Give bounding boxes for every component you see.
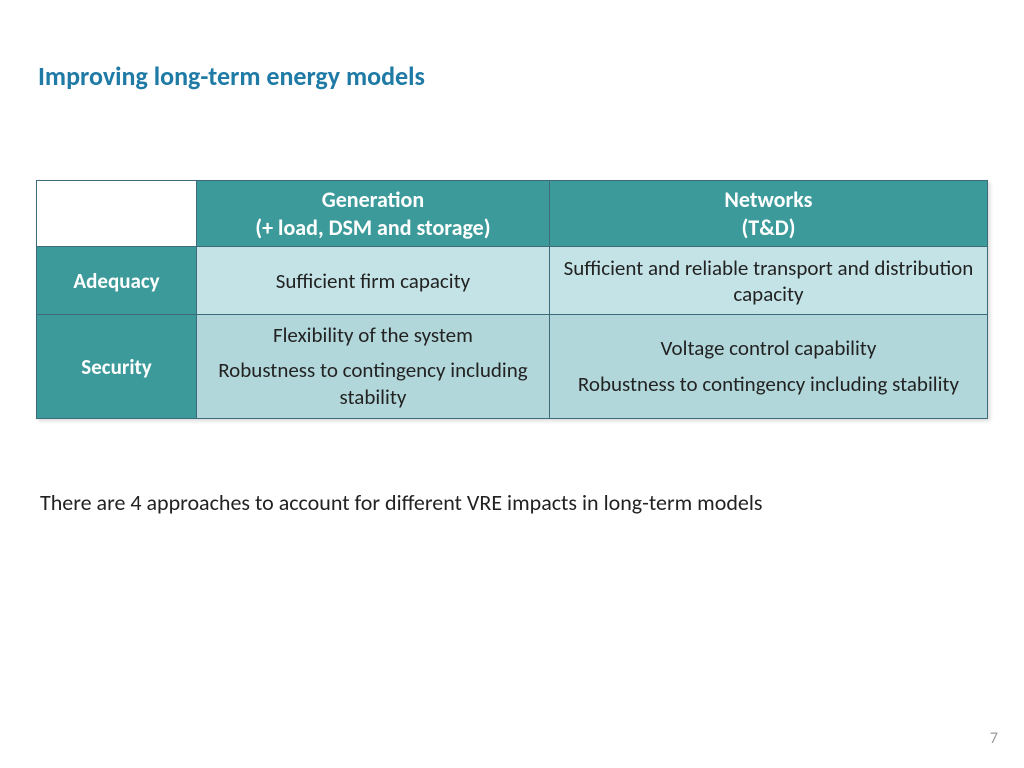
matrix-table: Generation (+ load, DSM and storage) Net… bbox=[36, 180, 988, 419]
col-header-generation: Generation (+ load, DSM and storage) bbox=[197, 181, 550, 247]
footnote-text: There are 4 approaches to account for di… bbox=[40, 489, 988, 516]
slide: Improving long-term energy models Genera… bbox=[0, 0, 1024, 768]
slide-title: Improving long-term energy models bbox=[38, 60, 988, 92]
col1-line1: Generation bbox=[322, 186, 424, 213]
col2-line1: Networks bbox=[724, 186, 812, 213]
corner-cell bbox=[37, 181, 197, 247]
cell-adequacy-generation: Sufficient firm capacity bbox=[197, 247, 550, 315]
row-adequacy: Adequacy Sufficient firm capacity Suffic… bbox=[37, 247, 988, 315]
sec-net-line2: Robustness to contingency including stab… bbox=[578, 371, 959, 397]
cell-adequacy-networks: Sufficient and reliable transport and di… bbox=[549, 247, 987, 315]
header-row: Generation (+ load, DSM and storage) Net… bbox=[37, 181, 988, 247]
col-header-networks: Networks (T&D) bbox=[549, 181, 987, 247]
col2-line2: (T&D) bbox=[741, 214, 795, 241]
cell-security-networks: Voltage control capability Robustness to… bbox=[549, 315, 987, 419]
row-security: Security Flexibility of the system Robus… bbox=[37, 315, 988, 419]
sec-gen-line1: Flexibility of the system bbox=[273, 322, 473, 348]
row-label-adequacy: Adequacy bbox=[37, 247, 197, 315]
page-number: 7 bbox=[990, 729, 998, 748]
sec-net-line1: Voltage control capability bbox=[661, 335, 877, 361]
col1-line2: (+ load, DSM and storage) bbox=[255, 214, 490, 241]
sec-gen-line2: Robustness to contingency including stab… bbox=[218, 357, 527, 410]
cell-security-generation: Flexibility of the system Robustness to … bbox=[197, 315, 550, 419]
row-label-security: Security bbox=[37, 315, 197, 419]
